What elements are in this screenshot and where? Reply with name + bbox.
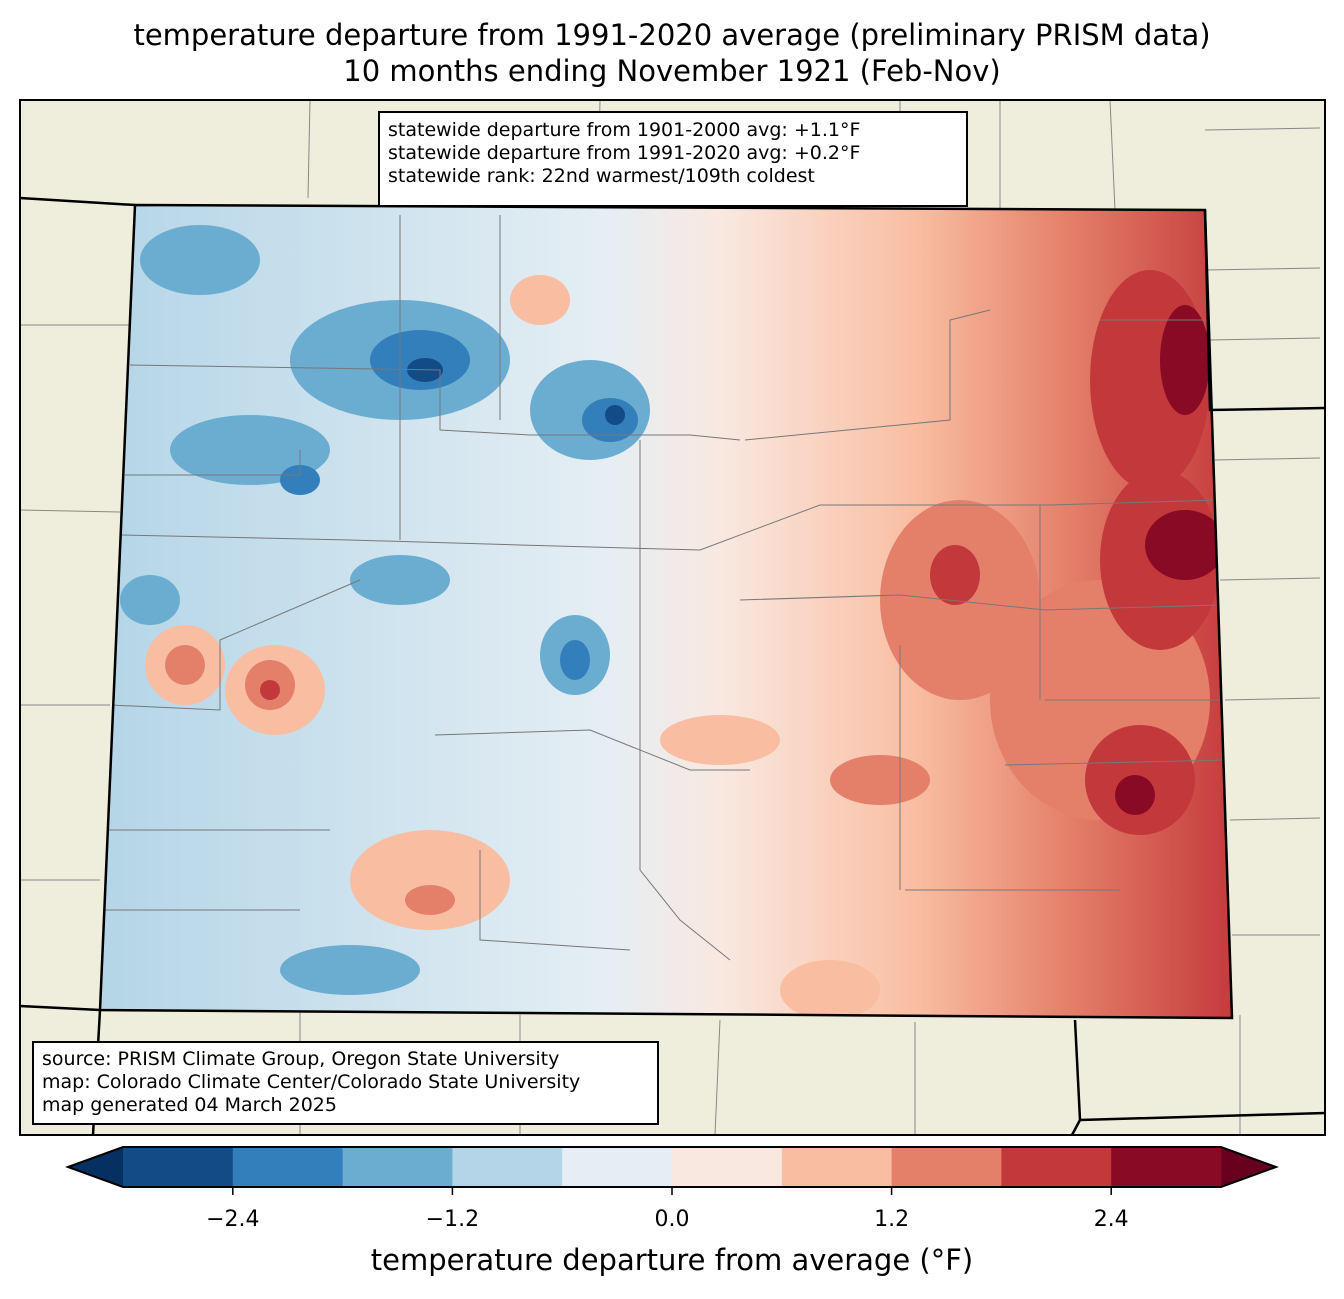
colorbar-tick-label: 1.2 <box>874 1207 910 1232</box>
colorbar <box>65 1146 1279 1195</box>
colorbar-segment <box>123 1147 234 1187</box>
map-frame <box>19 99 1326 1136</box>
source-line: source: PRISM Climate Group, Oregon Stat… <box>42 1048 560 1070</box>
colorbar-tick-label: 2.4 <box>1093 1207 1129 1232</box>
colorbar-tick-label: −1.2 <box>425 1207 480 1232</box>
colorbar-segment <box>891 1147 1002 1187</box>
colorbar-label: temperature departure from average (°F) <box>370 1243 974 1277</box>
temperature-map <box>19 99 1326 1136</box>
colorbar-segment <box>672 1147 783 1187</box>
stat-departure-1901-2000: statewide departure from 1901-2000 avg: … <box>388 119 861 141</box>
colorbar-segment <box>1111 1147 1222 1187</box>
colorbar-outline <box>65 1146 1279 1188</box>
colorbar-segment <box>452 1147 563 1187</box>
statewide-stats-box: statewide departure from 1901-2000 avg: … <box>378 111 968 207</box>
stat-rank: statewide rank: 22nd warmest/109th colde… <box>388 165 815 187</box>
map-credit-line: map: Colorado Climate Center/Colorado St… <box>42 1071 581 1093</box>
generated-date-line: map generated 04 March 2025 <box>42 1094 337 1116</box>
colorado-border <box>98 203 1234 1020</box>
map-subtitle: 10 months ending November 1921 (Feb-Nov) <box>343 54 1001 88</box>
colorbar-segment <box>1001 1147 1112 1187</box>
colorbar-segment <box>781 1147 893 1187</box>
source-box: source: PRISM Climate Group, Oregon Stat… <box>32 1041 659 1125</box>
colorbar-segment <box>342 1147 453 1187</box>
temperature-field <box>100 205 1232 1018</box>
colorbar-tick-label: −2.4 <box>206 1207 260 1232</box>
map-title: temperature departure from 1991-2020 ave… <box>133 18 1211 52</box>
colorbar-tick-label: 0.0 <box>654 1207 690 1232</box>
colorbar-extend-high <box>1221 1147 1276 1187</box>
colorbar-extend-low <box>68 1147 123 1187</box>
county-lines <box>100 215 1231 961</box>
colorbar-segment <box>232 1147 344 1187</box>
colorbar-segment <box>562 1147 673 1187</box>
stat-departure-1991-2020: statewide departure from 1991-2020 avg: … <box>388 142 861 164</box>
